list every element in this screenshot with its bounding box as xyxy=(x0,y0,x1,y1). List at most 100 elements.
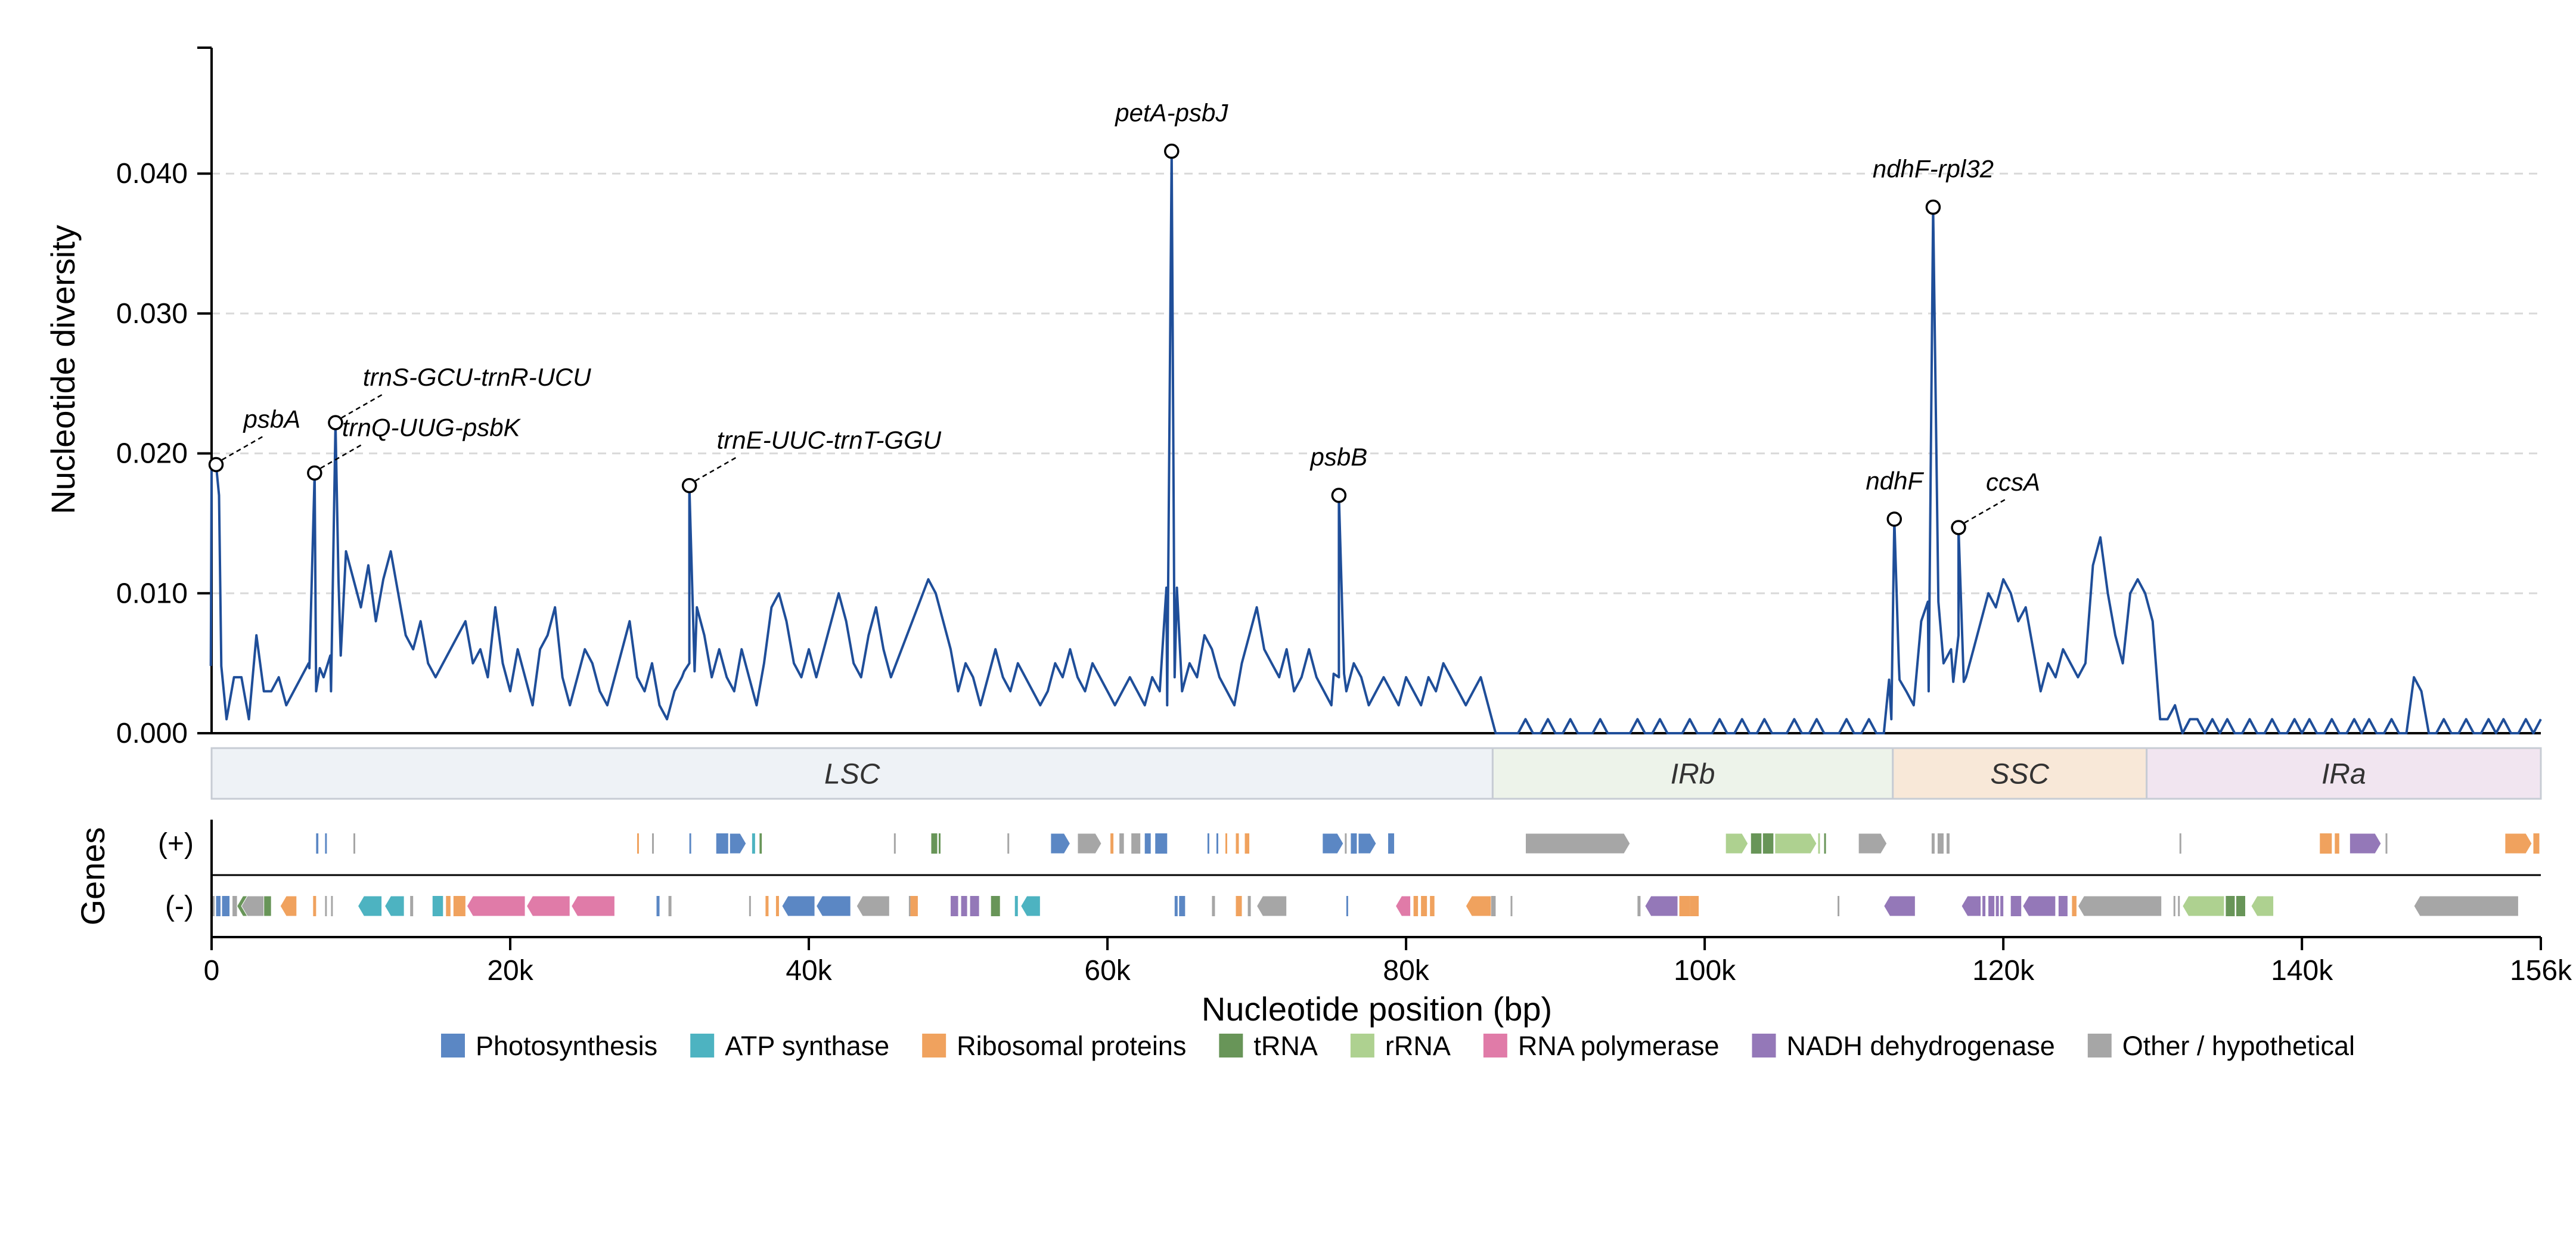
gene-other xyxy=(1256,895,1287,917)
region-band xyxy=(2146,747,2542,800)
gene-photo xyxy=(1144,833,1151,854)
y-tick-label: 0.030 xyxy=(116,298,188,330)
gene-other xyxy=(1637,896,1641,916)
gene-ribo xyxy=(2335,833,2339,854)
peak-label: ndhF-rpl32 xyxy=(1873,155,1994,183)
gene-ribo xyxy=(2072,896,2077,916)
gene-rnap xyxy=(1395,895,1411,917)
region-label: IRb xyxy=(1671,759,1715,790)
gene-other xyxy=(1937,833,1944,854)
strand-label: (-) xyxy=(165,891,194,922)
gene-photo xyxy=(716,833,728,854)
gene-ribo xyxy=(637,833,639,854)
gene-other xyxy=(2179,833,2181,854)
gene-ribo xyxy=(1421,896,1427,916)
legend-label-ribo: Ribosomal proteins xyxy=(957,1031,1186,1061)
gene-ribo xyxy=(1465,895,1492,917)
legend: Photosynthesis ATP synthase Ribosomal prot… xyxy=(441,1031,2355,1061)
gene-ndh xyxy=(1644,895,1678,917)
gene-other xyxy=(1131,833,1141,854)
gene-ribo xyxy=(446,896,451,916)
peak-marker xyxy=(681,477,697,494)
peak-label: trnE-UUC-trnT-GGU xyxy=(717,426,942,454)
gene-track: (+) (-) xyxy=(158,828,2541,922)
gene-ribo xyxy=(1679,896,1690,916)
y-tick-label: 0.020 xyxy=(116,438,188,470)
region-band xyxy=(1892,747,2148,800)
gene-photo xyxy=(1207,833,1209,854)
gene-ndh xyxy=(1961,895,1982,917)
legend-swatch-ndh xyxy=(1752,1034,1776,1057)
legend-swatch-trna xyxy=(1219,1034,1243,1057)
gene-trna xyxy=(1762,833,1774,854)
gene-rnap xyxy=(526,895,570,917)
gene-photo xyxy=(656,896,660,916)
peak-leader-line xyxy=(320,444,363,469)
y-tick-label: 0.000 xyxy=(116,718,188,749)
gene-trna xyxy=(2226,896,2235,916)
gene-other xyxy=(212,896,215,916)
region-label: IRa xyxy=(2321,759,2366,790)
gene-ndh xyxy=(2022,895,2056,917)
gene-atp xyxy=(357,895,383,917)
axes: 0.000 0.010 0.020 0.030 0.040 0 20k 40k 60k 80k 10… xyxy=(116,46,2572,987)
gene-ribo xyxy=(775,896,779,916)
gene-other xyxy=(856,895,890,917)
peak-marker xyxy=(208,457,224,473)
gene-other xyxy=(2077,895,2162,917)
region-band xyxy=(1491,747,1894,800)
gene-ndh xyxy=(2010,896,2022,916)
gene-ndh xyxy=(1982,896,1986,916)
gene-photo xyxy=(316,833,319,854)
x-tick-label: 0 xyxy=(204,955,220,987)
gene-other xyxy=(241,895,265,917)
gene-photo xyxy=(1388,833,1395,854)
peak-label: trnQ-UUG-psbK xyxy=(342,413,522,441)
genes-axis-title: Genes xyxy=(74,827,111,926)
gene-other xyxy=(1007,833,1010,854)
gene-trna xyxy=(1751,833,1762,854)
gene-photo xyxy=(729,833,747,854)
x-tick-label: 100k xyxy=(1674,955,1736,987)
x-axis-title: Nucleotide position (bp) xyxy=(1202,990,1552,1028)
gene-trna xyxy=(931,833,938,854)
gene-other xyxy=(1931,833,1935,854)
gene-photo xyxy=(1179,896,1185,916)
gene-rrna xyxy=(1818,833,1820,854)
legend-swatch-rrna xyxy=(1350,1034,1374,1057)
gene-rrna xyxy=(2251,895,2274,917)
peak-label: trnS-GCU-trnR-UCU xyxy=(363,363,591,391)
peak-marker xyxy=(307,465,322,481)
gene-rrna xyxy=(2182,895,2225,917)
y-tick-label: 0.040 xyxy=(116,158,188,190)
peak-leader-line xyxy=(221,435,265,461)
legend-swatch-atp xyxy=(690,1034,715,1057)
gene-ndh xyxy=(2058,896,2068,916)
genome-regions: LSC IRb SSC IRa xyxy=(210,747,2542,800)
legend-label-other: Other / hypothetical xyxy=(2122,1031,2355,1061)
legend-label-trna: tRNA xyxy=(1253,1031,1318,1061)
gene-other xyxy=(232,896,237,916)
peak-marker xyxy=(1951,520,1966,535)
gene-other xyxy=(1525,833,1631,854)
gene-rrna xyxy=(1725,833,1749,854)
peak-marker xyxy=(328,415,343,430)
gene-other xyxy=(2413,895,2519,917)
grid-lines xyxy=(212,172,2541,594)
legend-swatch-other xyxy=(2087,1034,2112,1057)
gene-ribo xyxy=(2533,833,2540,854)
gene-ribo xyxy=(1430,896,1435,916)
peak-marker xyxy=(1925,199,1941,215)
gene-trna xyxy=(1824,833,1826,854)
diversity-line xyxy=(209,150,2542,734)
peak-label: ndhF xyxy=(1866,467,1924,495)
legend-label-atp: ATP synthase xyxy=(725,1031,889,1061)
gene-atp xyxy=(1014,896,1018,916)
gene-photo xyxy=(216,896,221,916)
gene-ribo xyxy=(1413,896,1419,916)
gene-atp xyxy=(384,895,405,917)
x-tick-label: 60k xyxy=(1084,955,1131,987)
legend-swatch-photo xyxy=(441,1034,465,1057)
gene-photo xyxy=(689,833,691,854)
